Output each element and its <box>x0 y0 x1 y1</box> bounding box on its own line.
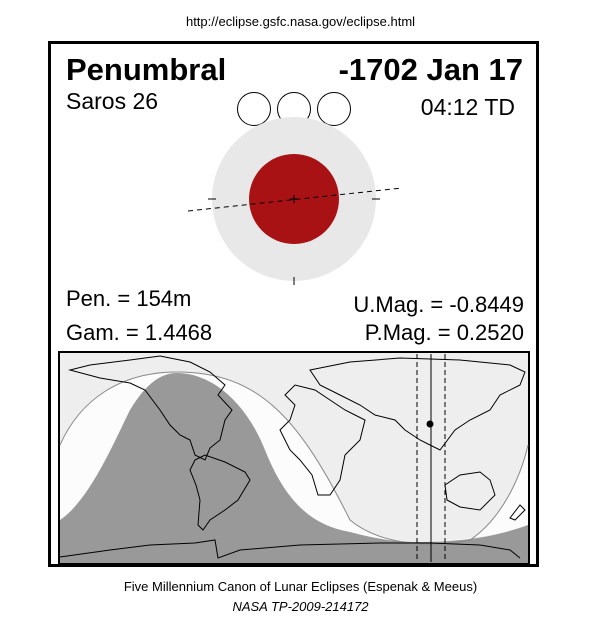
visibility-limit-curve <box>59 371 529 545</box>
world-map <box>58 351 530 564</box>
coastline-south-america <box>189 454 251 531</box>
caption-title: Five Millennium Canon of Lunar Eclipses … <box>123 579 478 594</box>
saros-number: Saros 26 <box>66 88 159 114</box>
penumbral-magnitude: P.Mag. = 0.2520 <box>364 320 524 345</box>
coastline-europe-africa <box>279 384 366 496</box>
eclipse-type: Penumbral <box>66 52 227 87</box>
caption-reference: NASA TP-2009-214172 <box>232 599 369 614</box>
coastline-antarctica <box>59 539 521 559</box>
moon-position-circle <box>237 92 271 126</box>
umbral-magnitude: U.Mag. = -0.8449 <box>353 292 524 317</box>
moon-position-circle <box>317 92 351 126</box>
eclipse-panel <box>48 41 539 567</box>
penumbral-duration: Pen. = 154m <box>66 286 192 311</box>
coastline-asia <box>309 357 526 451</box>
source-url: http://eclipse.gsfc.nasa.gov/eclipse.htm… <box>185 14 416 29</box>
sub-lunar-point <box>426 420 434 428</box>
coastline-new-zealand <box>509 504 526 521</box>
eclipse-time: 04:12 TD <box>420 94 515 120</box>
gamma-value: Gam. = 1.4468 <box>66 320 213 345</box>
eclipse-date: -1702 Jan 17 <box>338 52 523 87</box>
coastline-north-america <box>68 355 233 461</box>
coastline-australia <box>444 471 496 511</box>
coastlines <box>59 355 526 559</box>
night-zone <box>60 373 528 563</box>
